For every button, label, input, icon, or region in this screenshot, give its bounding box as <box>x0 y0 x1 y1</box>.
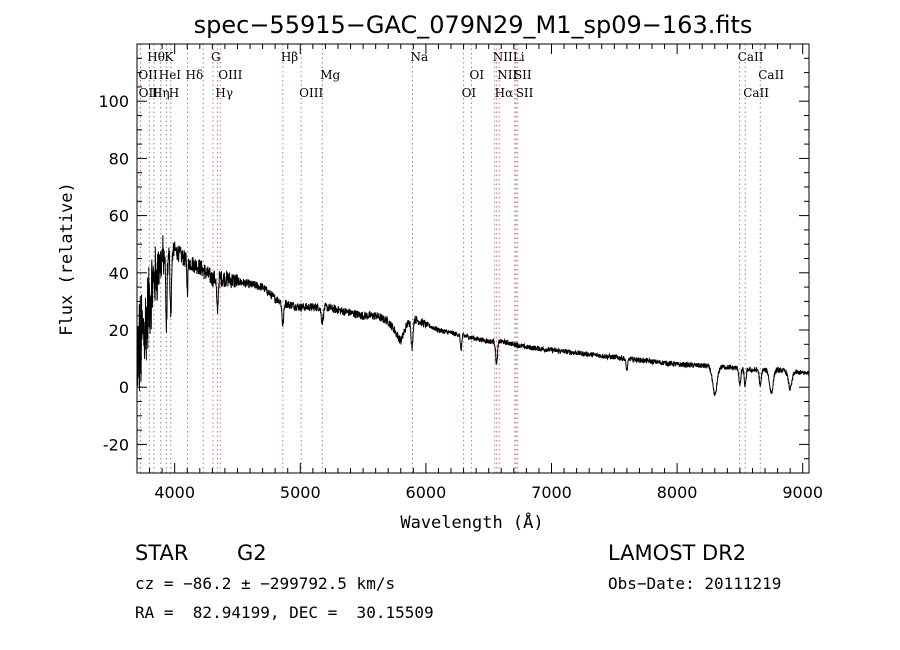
coordinates: RA = 82.94199, DEC = 30.15509 <box>135 603 434 622</box>
y-axis: -20 0 20 40 60 80 100 <box>98 43 809 474</box>
y-tick-label: -20 <box>103 435 129 454</box>
annotation-label: OII <box>139 86 159 100</box>
object-class: STAR <box>135 541 189 565</box>
plot-frame <box>136 43 810 474</box>
x-tick-label: 7000 <box>531 483 572 502</box>
y-tick-label: 100 <box>98 92 129 111</box>
annotation-label: Hβ <box>281 50 298 64</box>
annotation-label: CaII <box>758 68 784 82</box>
annotation-label: CaII <box>738 50 764 64</box>
x-tick-label: 8000 <box>657 483 698 502</box>
chart-title: spec−55915−GAC_079N29_M1_sp09−163.fits <box>194 11 753 39</box>
annotation-label: H <box>169 86 179 100</box>
survey-name: LAMOST DR2 <box>608 541 747 565</box>
x-axis-label: Wavelength (Å) <box>400 511 543 533</box>
annotation-label: OI <box>469 68 484 82</box>
x-tick-label: 6000 <box>406 483 447 502</box>
annotation-label: NII <box>493 50 513 64</box>
y-tick-label: 20 <box>109 321 129 340</box>
object-subclass: G2 <box>237 541 267 565</box>
spectrum-series <box>136 235 810 396</box>
y-axis-label: Flux (relative) <box>57 182 77 336</box>
spectrum-line <box>136 235 810 396</box>
annotation-label: Li <box>513 50 525 64</box>
x-tick-label: 4000 <box>154 483 195 502</box>
annotation-label: K <box>164 50 174 64</box>
x-tick-label: 5000 <box>280 483 321 502</box>
annotation-label: OI <box>462 86 477 100</box>
obs-date: Obs−Date: 20111219 <box>608 574 782 593</box>
x-axis: 4000 5000 6000 7000 8000 9000 <box>136 44 823 502</box>
annotation-label: OII <box>138 68 158 82</box>
annotation-label: Hθ <box>147 50 165 64</box>
x-tick-label: 9000 <box>782 483 823 502</box>
y-tick-label: 0 <box>119 378 129 397</box>
annotation-label: Hα <box>495 86 514 100</box>
annotation-label: NII <box>497 68 517 82</box>
annotation-label: OIII <box>218 68 242 82</box>
annotation-label: Hη <box>152 86 170 100</box>
annotation-label: G <box>211 50 221 64</box>
annotation-label: OIII <box>299 86 323 100</box>
annotation-label: SII <box>514 68 532 82</box>
annotation-label: Hγ <box>215 86 233 100</box>
y-tick-label: 40 <box>109 264 129 283</box>
y-tick-label: 60 <box>109 207 129 226</box>
annotation-label: CaII <box>743 86 769 100</box>
y-tick-label: 80 <box>109 149 129 168</box>
annotation-lines <box>139 44 761 473</box>
annotation-label: HeI <box>159 68 182 82</box>
annotation-label: Na <box>410 50 428 64</box>
redshift-text: cz = −86.2 ± −299792.5 km/s <box>135 574 396 593</box>
annotation-label: Mg <box>320 68 340 82</box>
annotation-label: Hδ <box>185 68 203 82</box>
annotation-label: SII <box>516 86 534 100</box>
